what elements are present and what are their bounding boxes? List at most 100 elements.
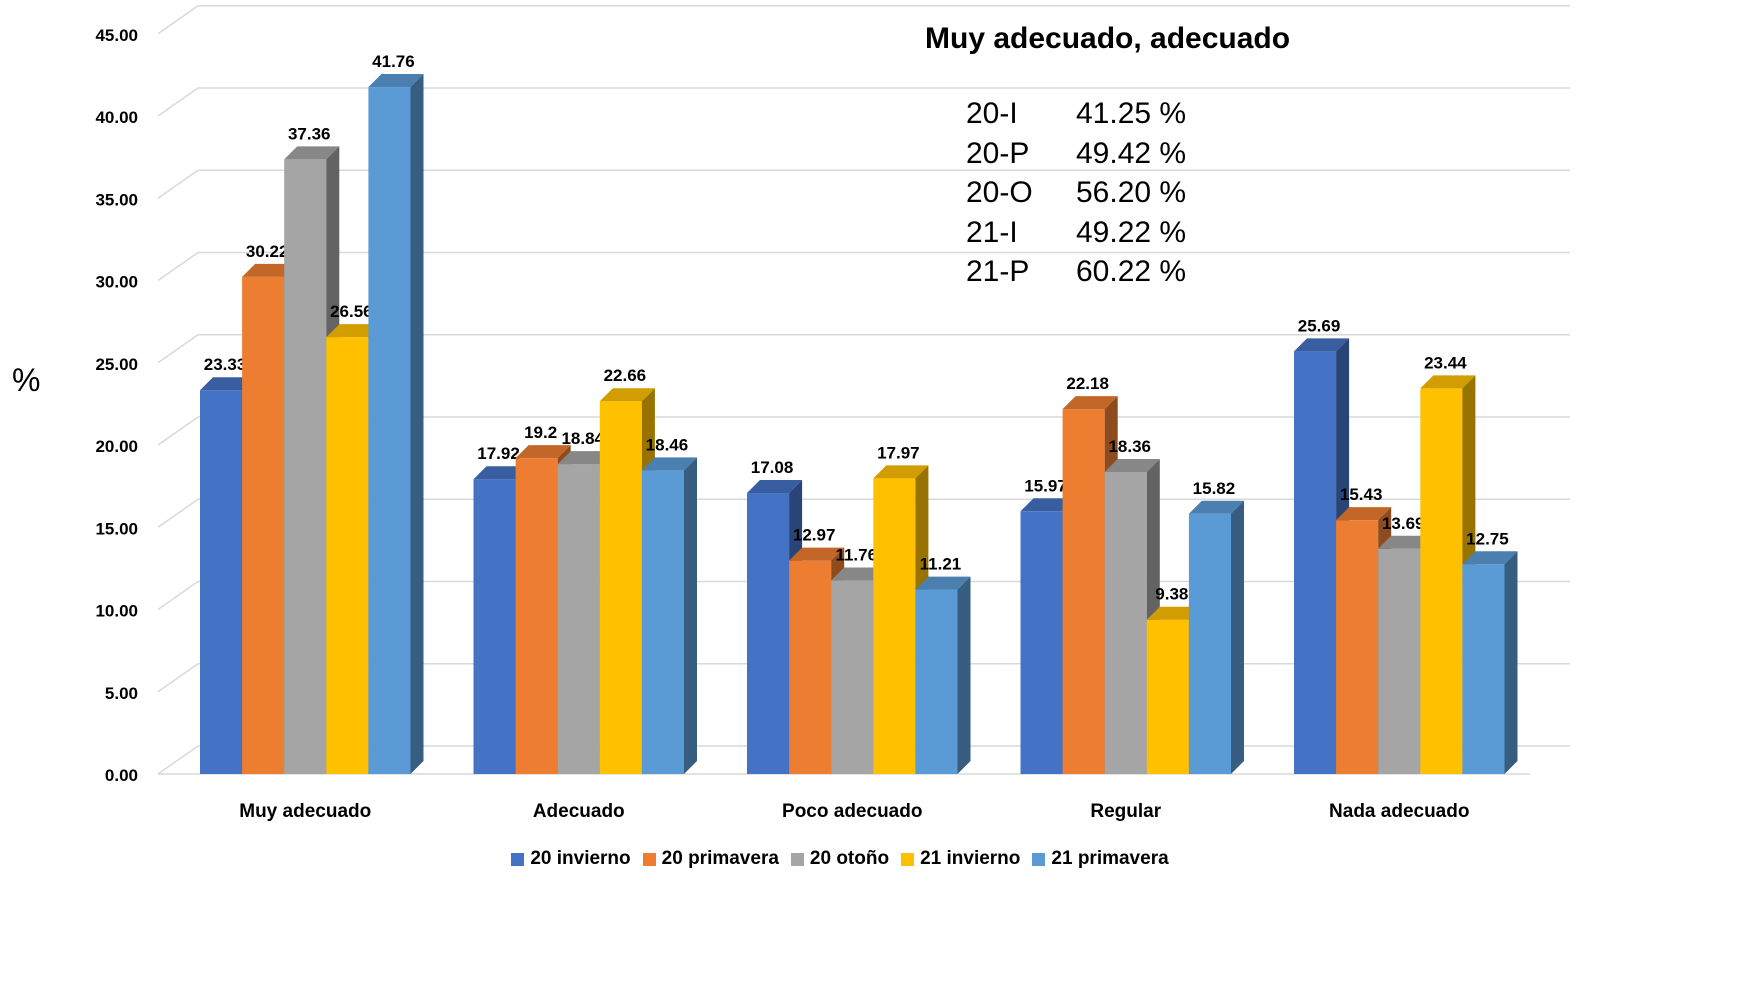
data-label: 23.44 (1424, 353, 1467, 372)
data-label: 15.43 (1340, 485, 1383, 504)
x-tick-label: Adecuado (533, 801, 625, 822)
data-label: 19.2 (524, 423, 557, 442)
data-label: 23.33 (204, 355, 247, 374)
bar-top (473, 466, 529, 480)
annotation-key: 21-P (966, 255, 1030, 289)
bar-top (368, 74, 424, 88)
bar-side (957, 576, 971, 774)
bar (915, 589, 958, 774)
bar-top (1294, 338, 1350, 352)
bar-top (1104, 458, 1160, 472)
data-label: 12.75 (1466, 529, 1509, 548)
bar-top (831, 567, 887, 581)
annotation-key: 20-P (966, 136, 1030, 170)
y-tick-label: 20.00 (95, 437, 138, 456)
data-label: 12.97 (793, 526, 836, 545)
data-label: 15.82 (1193, 479, 1236, 498)
annotation-row: 21-P 60.22 % (966, 252, 1186, 292)
bar-top (326, 324, 382, 338)
legend-swatch (642, 852, 656, 866)
bar-top (1188, 500, 1244, 514)
gridline (157, 251, 199, 282)
data-label: 17.92 (477, 444, 520, 463)
y-axis-label: % (12, 362, 41, 398)
legend-item: 20 invierno (511, 848, 631, 870)
annotation-value: 49.22 % (1076, 215, 1187, 249)
bar (1146, 619, 1189, 774)
bar (1188, 513, 1231, 774)
bar-top (200, 377, 256, 391)
bar (873, 478, 916, 774)
legend-item: 21 primavera (1032, 848, 1169, 870)
bar (1062, 409, 1105, 774)
bar-top (284, 146, 340, 160)
data-label: 17.97 (877, 443, 920, 462)
bar (242, 276, 285, 774)
data-label: 25.69 (1298, 316, 1341, 335)
bar (599, 401, 642, 774)
annotation-row: 20-I 41.25 % (966, 94, 1186, 134)
gridline (157, 498, 199, 528)
data-label: 13.69 (1382, 514, 1425, 533)
data-label: 17.08 (751, 458, 794, 477)
bar-top (873, 465, 929, 479)
bar-top (515, 445, 571, 459)
x-tick-label: Poco adecuado (782, 801, 922, 822)
bar (515, 458, 558, 774)
bar (200, 390, 243, 774)
bar-side (410, 74, 424, 775)
legend-item: 20 otoño (790, 848, 890, 870)
data-label: 22.18 (1066, 374, 1109, 393)
gridline (157, 334, 199, 364)
legend: 20 invierno 20 primavera 20 otoño 21 inv… (0, 848, 1680, 870)
y-tick-label: 40.00 (95, 108, 138, 127)
bar-top (641, 457, 697, 471)
bar (368, 87, 411, 775)
data-label: 11.21 (920, 555, 962, 574)
y-tick-label: 25.00 (95, 355, 138, 374)
y-tick-label: 5.00 (105, 684, 138, 703)
y-tick-label: 0.00 (105, 766, 138, 785)
bar-top (789, 547, 845, 561)
gridline (157, 580, 199, 611)
y-tick-label: 30.00 (95, 273, 138, 292)
bar (1294, 351, 1337, 774)
y-tick-label: 35.00 (95, 190, 138, 209)
bar-top (1146, 606, 1202, 620)
bar (326, 337, 369, 774)
bar (831, 580, 874, 774)
bar-top (1062, 396, 1118, 410)
bar-top (1378, 535, 1434, 549)
bar-top (557, 451, 613, 465)
legend-swatch (1032, 852, 1046, 866)
bar-side (684, 457, 697, 774)
legend-label: 20 primavera (661, 848, 779, 869)
bar (641, 470, 684, 774)
legend-label: 21 invierno (920, 848, 1021, 869)
annotation-value: 41.25 % (1076, 97, 1187, 130)
bar (1104, 471, 1147, 774)
y-tick-label: 10.00 (95, 602, 138, 621)
gridline (157, 416, 199, 446)
annotation-key: 21-I (966, 215, 1018, 249)
annotation-value: 56.20 % (1076, 176, 1187, 210)
y-tick-label: 15.00 (95, 519, 138, 538)
bar-top (747, 480, 803, 494)
annotation-row: 21-I 49.22 % (966, 213, 1186, 253)
legend-item: 21 invierno (901, 848, 1020, 870)
bar-top (599, 388, 655, 402)
legend-label: 20 otoño (809, 848, 890, 869)
y-tick-label: 45.00 (95, 26, 138, 45)
bar (284, 159, 327, 775)
bar (1378, 548, 1421, 774)
data-label: 18.46 (646, 435, 689, 454)
bar-top (242, 263, 298, 277)
annotation-key: 20-O (966, 176, 1033, 210)
bar (1420, 388, 1463, 774)
legend-swatch (790, 852, 804, 866)
gridline (157, 745, 199, 775)
annotation-table: 20-I 41.25 % 20-P 49.42 % 20-O 56.20 % 21-I… (966, 94, 1186, 292)
x-tick-label: Regular (1090, 801, 1161, 822)
bar (1020, 511, 1063, 774)
